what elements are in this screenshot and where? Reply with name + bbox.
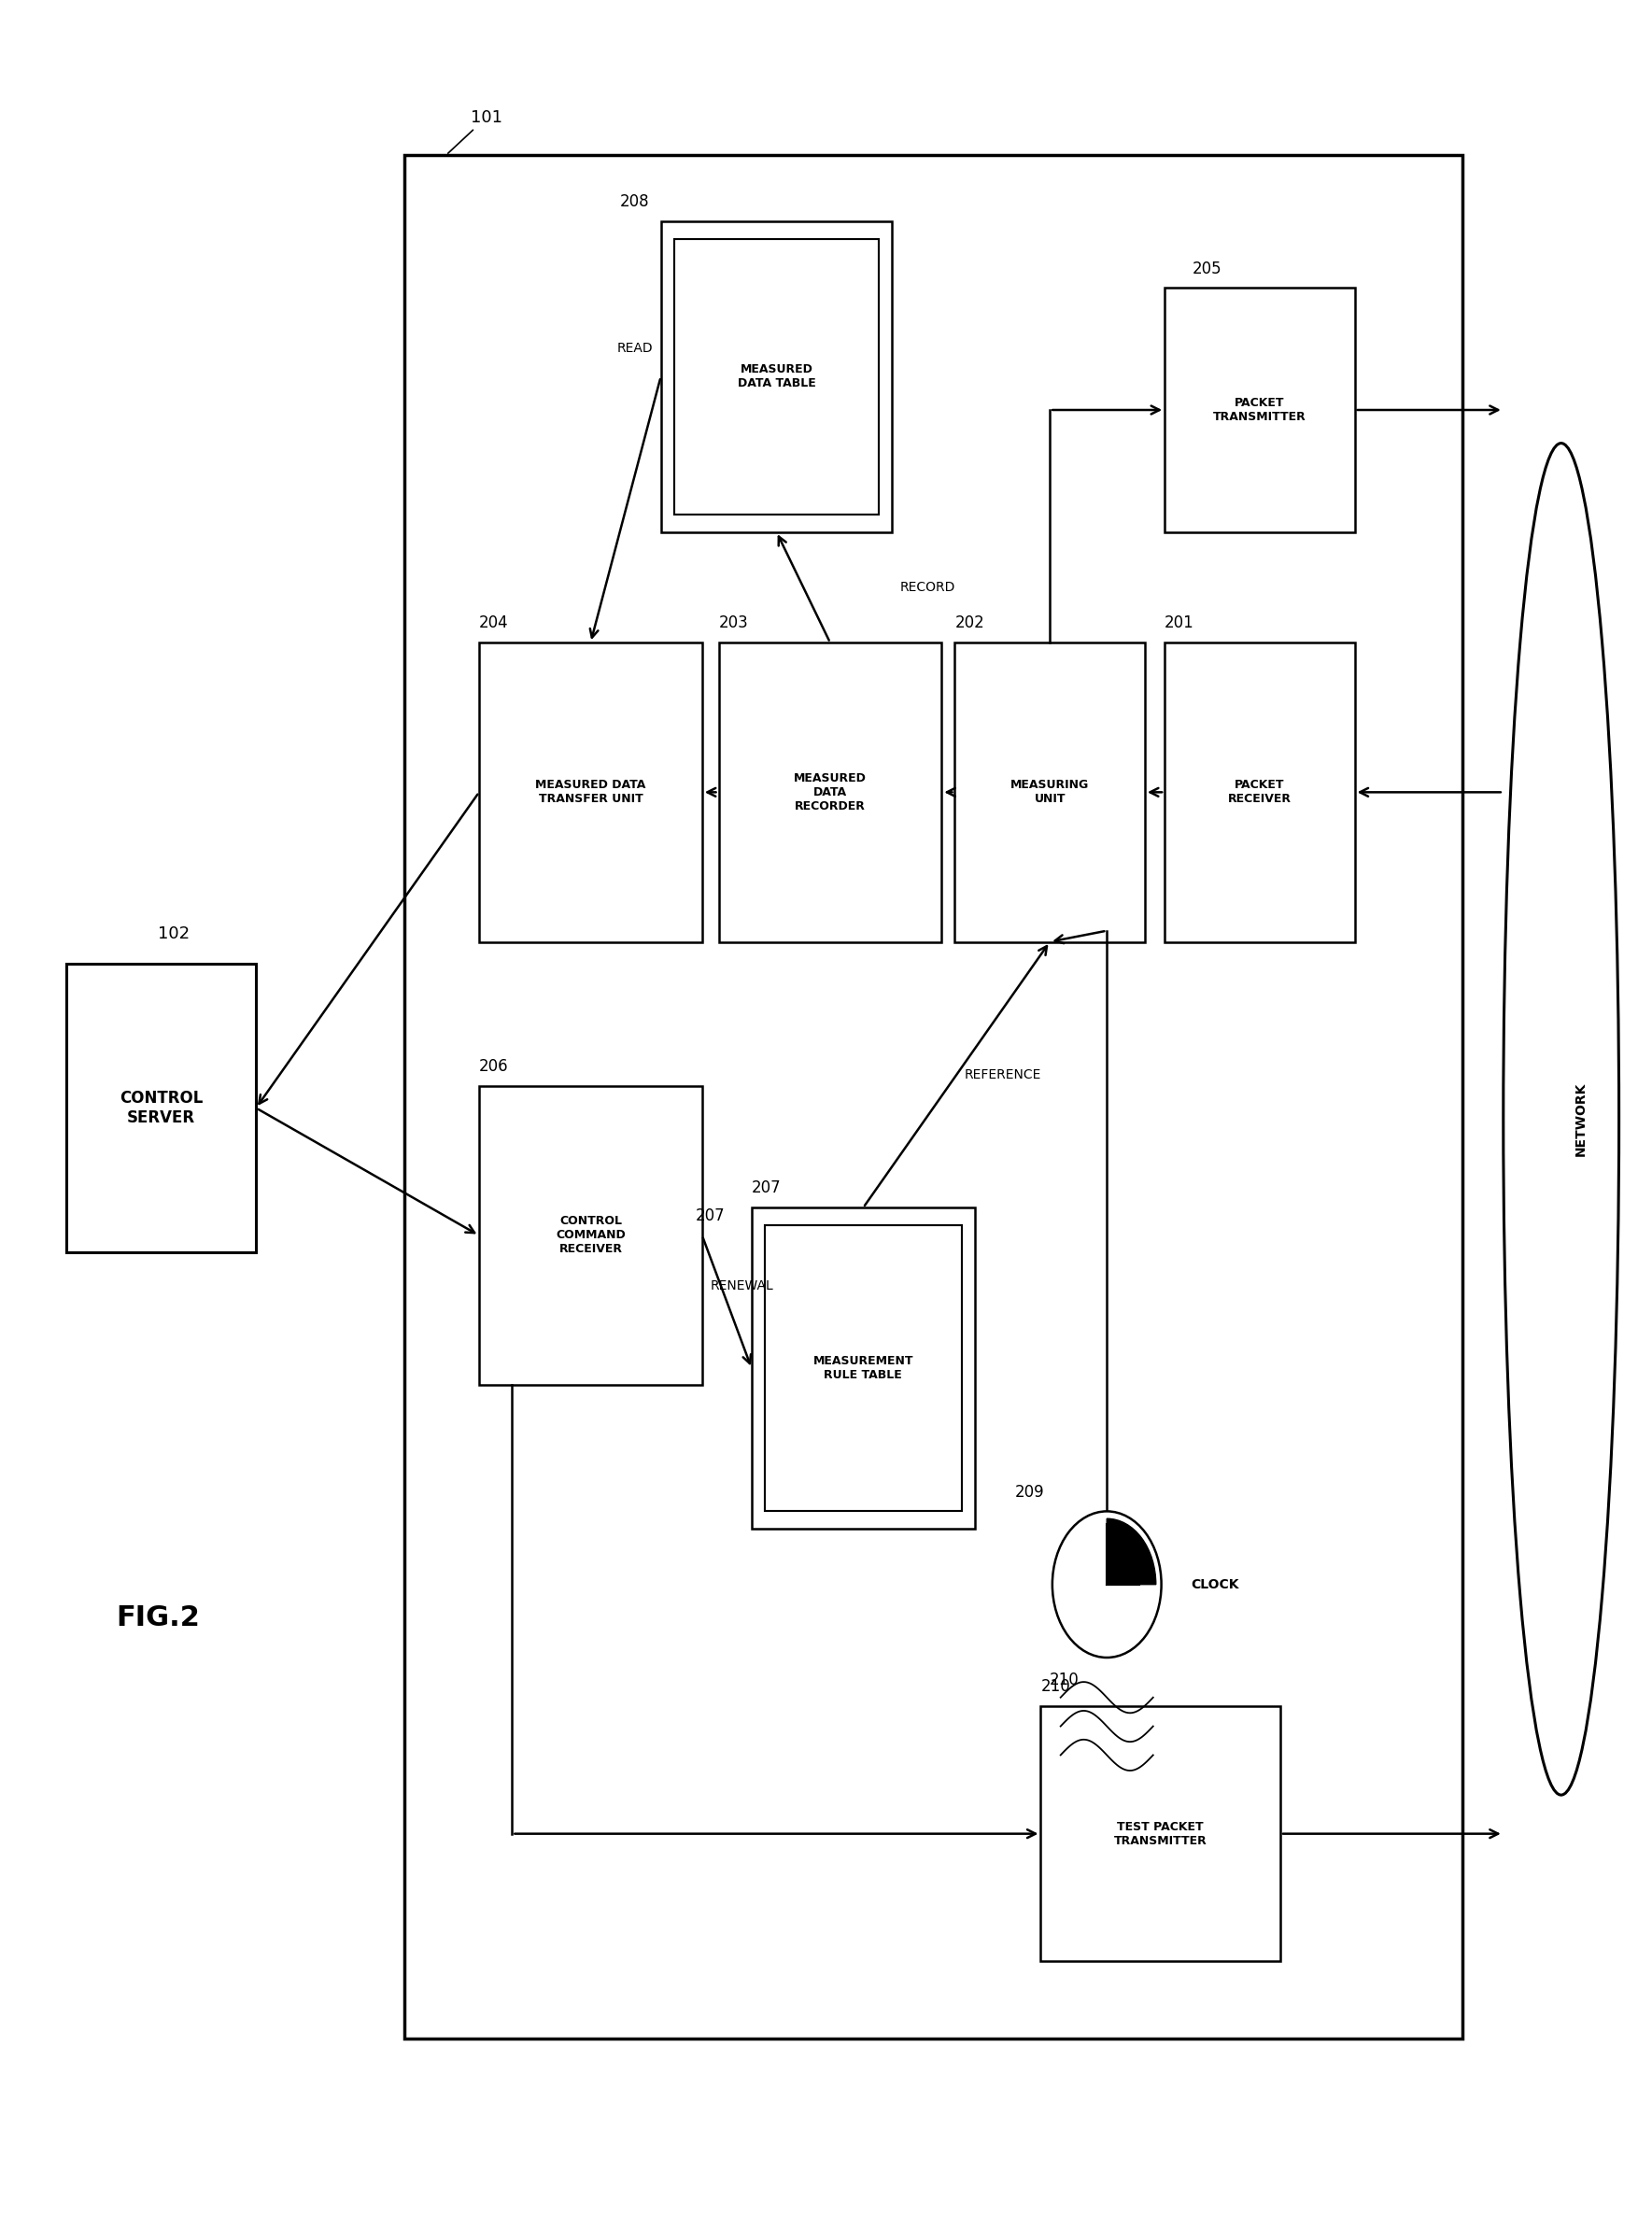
Text: 210: 210 xyxy=(1041,1678,1070,1695)
Text: PACKET
TRANSMITTER: PACKET TRANSMITTER xyxy=(1213,397,1307,423)
Bar xyxy=(479,1086,702,1385)
Wedge shape xyxy=(1107,1518,1156,1584)
Bar xyxy=(66,964,256,1252)
Text: 204: 204 xyxy=(479,614,509,632)
Bar xyxy=(1041,1706,1280,1961)
Text: 101: 101 xyxy=(448,109,502,153)
Bar xyxy=(1165,643,1355,942)
Text: MEASURING
UNIT: MEASURING UNIT xyxy=(1011,780,1089,804)
Text: RENEWAL: RENEWAL xyxy=(710,1281,773,1292)
Text: MEASURED DATA
TRANSFER UNIT: MEASURED DATA TRANSFER UNIT xyxy=(535,780,646,804)
Text: MEASURED
DATA
RECORDER: MEASURED DATA RECORDER xyxy=(793,771,867,813)
Ellipse shape xyxy=(1503,443,1619,1795)
Bar xyxy=(752,1208,975,1529)
Bar xyxy=(719,643,942,942)
Text: 201: 201 xyxy=(1165,614,1194,632)
Text: 203: 203 xyxy=(719,614,748,632)
Text: CONTROL
COMMAND
RECEIVER: CONTROL COMMAND RECEIVER xyxy=(555,1214,626,1256)
Text: READ: READ xyxy=(616,341,653,355)
Text: MEASURED
DATA TABLE: MEASURED DATA TABLE xyxy=(737,363,816,390)
Text: 206: 206 xyxy=(479,1057,509,1075)
Bar xyxy=(661,222,892,532)
Text: 207: 207 xyxy=(695,1208,725,1223)
Text: CLOCK: CLOCK xyxy=(1191,1578,1239,1591)
Text: PACKET
RECEIVER: PACKET RECEIVER xyxy=(1227,780,1292,804)
Text: FIG.2: FIG.2 xyxy=(116,1604,200,1631)
Text: 202: 202 xyxy=(955,614,985,632)
Bar xyxy=(1165,288,1355,532)
Text: 207: 207 xyxy=(752,1179,781,1197)
Text: 209: 209 xyxy=(1014,1483,1044,1500)
Text: NETWORK: NETWORK xyxy=(1574,1081,1588,1157)
Text: RECORD: RECORD xyxy=(900,581,957,594)
Text: 210: 210 xyxy=(1049,1671,1079,1689)
Text: TEST PACKET
TRANSMITTER: TEST PACKET TRANSMITTER xyxy=(1113,1822,1208,1846)
Text: 205: 205 xyxy=(1193,259,1222,277)
Text: 102: 102 xyxy=(159,924,190,942)
Bar xyxy=(405,155,1462,2039)
Bar xyxy=(479,643,702,942)
Bar xyxy=(674,239,879,514)
Text: MEASUREMENT
RULE TABLE: MEASUREMENT RULE TABLE xyxy=(813,1356,914,1381)
Text: REFERENCE: REFERENCE xyxy=(965,1068,1042,1081)
Text: 208: 208 xyxy=(620,193,649,211)
Text: CONTROL
SERVER: CONTROL SERVER xyxy=(119,1090,203,1126)
Bar xyxy=(955,643,1145,942)
Circle shape xyxy=(1052,1511,1161,1658)
Bar xyxy=(765,1225,961,1511)
